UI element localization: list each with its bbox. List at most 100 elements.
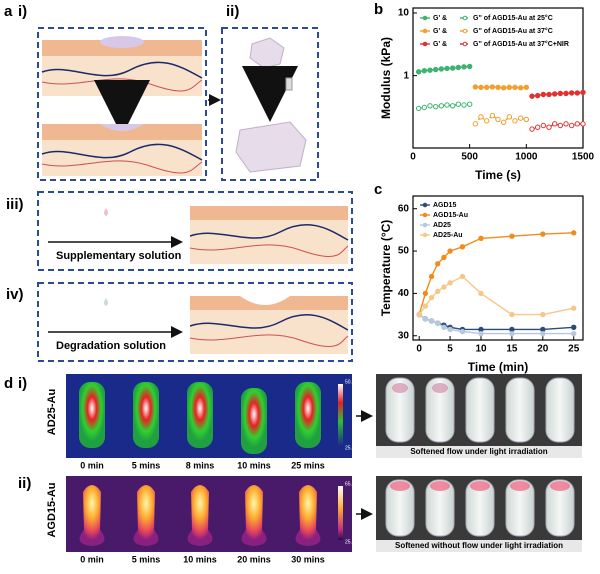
sample-label: AD25-Au bbox=[46, 389, 58, 435]
legend-label: G'' of AGD15-Au at 37°C bbox=[473, 27, 553, 35]
series-line bbox=[418, 275, 574, 316]
x-tick-label: 10 bbox=[475, 344, 487, 355]
data-point bbox=[427, 103, 433, 109]
legend-marker bbox=[422, 202, 428, 208]
data-point bbox=[435, 261, 441, 267]
data-point bbox=[483, 118, 490, 124]
thermal-sample bbox=[133, 382, 159, 448]
scale-min: 25.0 bbox=[345, 445, 355, 451]
sample-label: AGD15-Au bbox=[46, 482, 58, 537]
data-point bbox=[523, 84, 530, 91]
y-tick-label: 60 bbox=[398, 203, 410, 214]
vial-glow bbox=[390, 481, 410, 491]
data-point bbox=[466, 101, 473, 107]
photo-caption: Softened without flow under light irradi… bbox=[395, 541, 563, 550]
time-label: 20 mins bbox=[237, 554, 271, 564]
data-point bbox=[571, 324, 577, 330]
color-scale bbox=[338, 384, 343, 446]
data-point bbox=[540, 311, 546, 318]
data-point bbox=[459, 273, 466, 280]
thermal-sample bbox=[295, 382, 321, 448]
data-point bbox=[428, 273, 435, 280]
data-point bbox=[489, 112, 496, 119]
legend-label: AD25 bbox=[433, 222, 451, 229]
panel-label: d bbox=[4, 375, 13, 392]
vial bbox=[465, 479, 495, 537]
vial bbox=[465, 377, 495, 443]
time-label: 10 mins bbox=[183, 554, 217, 564]
data-point bbox=[422, 316, 429, 322]
legend-label: AGD15-Au bbox=[433, 212, 468, 219]
label: Supplementary solution bbox=[56, 250, 182, 262]
data-point bbox=[512, 118, 518, 124]
data-point bbox=[546, 124, 552, 130]
data-point bbox=[495, 116, 501, 123]
legend-marker bbox=[422, 212, 428, 218]
label: Degradation solution bbox=[56, 340, 166, 352]
data-point bbox=[447, 248, 453, 254]
data-point bbox=[422, 290, 429, 297]
vial bbox=[425, 377, 455, 443]
data-point bbox=[534, 92, 541, 99]
series-line bbox=[418, 65, 470, 73]
data-point bbox=[415, 69, 422, 75]
data-point bbox=[415, 105, 422, 112]
data-point bbox=[428, 294, 435, 301]
legend-label: AGD15 bbox=[433, 202, 456, 209]
data-point bbox=[478, 330, 484, 337]
scale-min: 25.0 bbox=[345, 539, 355, 545]
data-point bbox=[517, 115, 524, 121]
series-line bbox=[474, 114, 527, 125]
time-label: 8 mins bbox=[186, 460, 215, 470]
data-point bbox=[432, 66, 439, 73]
vial bbox=[425, 479, 455, 537]
data-point bbox=[466, 63, 473, 70]
data-point bbox=[435, 288, 441, 294]
data-point bbox=[455, 64, 462, 71]
x-tick-label: 0 bbox=[410, 152, 416, 163]
legend-marker bbox=[462, 41, 468, 47]
data-point bbox=[461, 102, 467, 108]
panel-label: ii) bbox=[18, 475, 31, 492]
panel-label: ii) bbox=[226, 3, 239, 20]
vial-glow bbox=[392, 383, 408, 393]
time-label: 25 mins bbox=[291, 460, 325, 470]
x-tick-label: 5 bbox=[447, 344, 453, 355]
legend-marker bbox=[422, 232, 428, 238]
vial bbox=[385, 479, 415, 537]
data-point bbox=[540, 91, 547, 98]
series-line bbox=[531, 91, 584, 97]
legend-marker bbox=[462, 15, 468, 21]
vial bbox=[545, 377, 575, 443]
data-point bbox=[447, 280, 453, 286]
vial-glow bbox=[470, 481, 490, 491]
y-axis-title: Temperature (°C) bbox=[379, 220, 393, 317]
time-label: 0 min bbox=[80, 554, 104, 564]
data-point bbox=[472, 84, 479, 90]
data-point bbox=[546, 91, 552, 98]
y-tick-label: 1 bbox=[403, 70, 409, 81]
y-tick-label: 10 bbox=[398, 8, 410, 19]
data-point bbox=[563, 121, 569, 127]
data-point bbox=[509, 311, 515, 318]
panel-label: iii) bbox=[6, 196, 24, 213]
legend-marker bbox=[422, 222, 428, 228]
series-line bbox=[531, 123, 583, 130]
vial-glow bbox=[430, 481, 450, 491]
vial bbox=[505, 377, 535, 443]
data-point bbox=[574, 121, 581, 127]
panel-label: iv) bbox=[6, 286, 24, 303]
data-point bbox=[563, 90, 569, 97]
x-tick-label: 20 bbox=[537, 344, 549, 355]
x-tick-label: 1000 bbox=[515, 152, 538, 163]
data-point bbox=[529, 93, 535, 99]
data-point bbox=[517, 85, 524, 91]
data-point bbox=[580, 89, 586, 96]
panel-label: i) bbox=[18, 375, 27, 392]
data-point bbox=[435, 320, 441, 326]
legend-label: G'' of AGD15-Au at 37°C+NIR bbox=[473, 40, 569, 48]
data-point bbox=[449, 65, 456, 71]
scale-max: 65.0 bbox=[345, 481, 355, 487]
data-point bbox=[478, 235, 484, 242]
